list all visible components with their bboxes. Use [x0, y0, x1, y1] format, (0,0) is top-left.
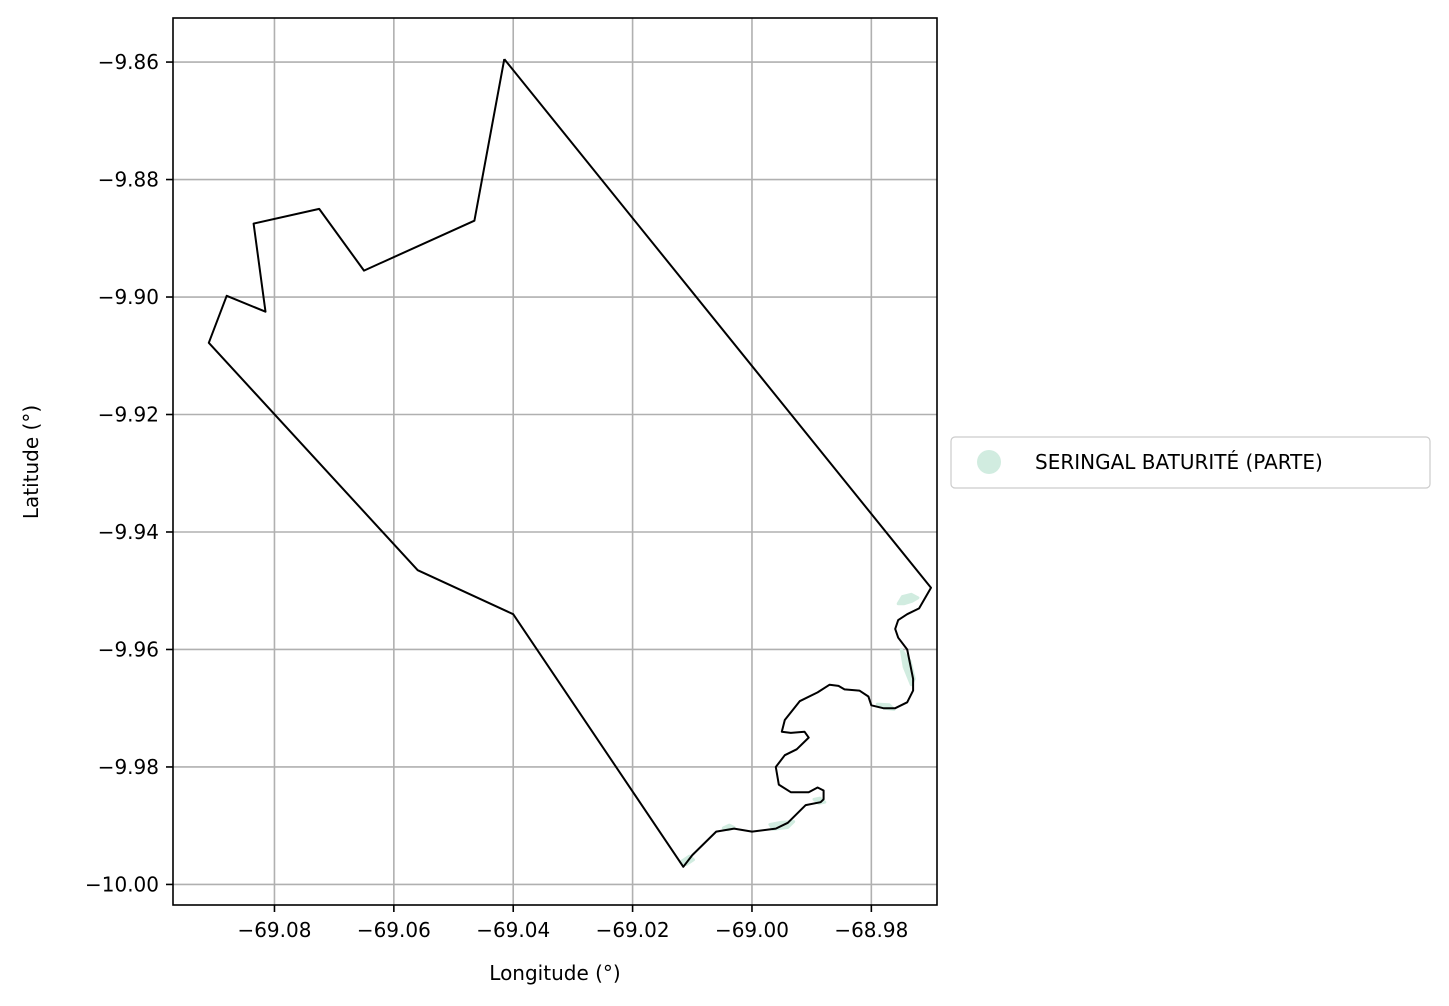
y-tick-label: −9.92: [98, 403, 159, 427]
y-tick-label: −9.96: [98, 637, 159, 661]
y-tick-label: −9.98: [98, 755, 159, 779]
boundary-layer: [207, 58, 932, 868]
legend-marker: [977, 450, 1001, 474]
legend-box: [950, 436, 1431, 489]
grid: [173, 18, 937, 905]
x-axis-ticks: −69.08 −69.06 −69.04 −69.02 −69.00 −68.98: [237, 905, 908, 942]
y-tick-label: −9.86: [98, 50, 159, 74]
x-tick-label: −69.00: [715, 918, 789, 942]
area-boundary: [207, 58, 932, 868]
x-tick-label: −69.02: [596, 918, 670, 942]
y-tick-label: −9.90: [98, 285, 159, 309]
x-tick-label: −69.04: [476, 918, 550, 942]
y-tick-label: −9.94: [98, 520, 159, 544]
x-tick-label: −68.98: [834, 918, 908, 942]
x-tick-label: −69.06: [357, 918, 431, 942]
y-axis-ticks: −9.86 −9.88 −9.90 −9.92 −9.94 −9.96 −9.98 −10.0…: [85, 50, 173, 896]
y-tick-label: −10.00: [85, 872, 159, 896]
legend: SERINGAL BATURITÉ (PARTE): [950, 436, 1431, 489]
area-fill-fragment: [896, 592, 920, 606]
plot-frame: [172, 17, 938, 906]
y-tick-label: −9.88: [98, 168, 159, 192]
x-tick-label: −69.08: [237, 918, 311, 942]
x-axis-label: Longitude (°): [489, 961, 620, 985]
y-axis-label: Latitude (°): [19, 405, 43, 519]
legend-label: SERINGAL BATURITÉ (PARTE): [1035, 450, 1323, 474]
